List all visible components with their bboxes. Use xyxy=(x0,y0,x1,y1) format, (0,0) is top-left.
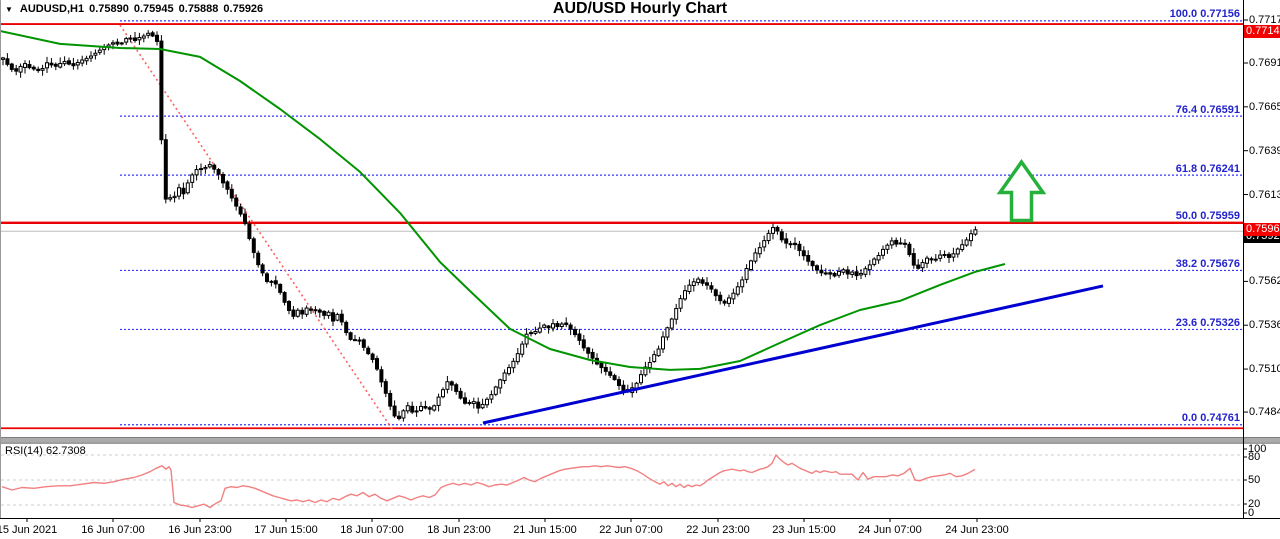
time-axis-label: 22 Jun 07:00 xyxy=(599,524,663,536)
price-tick-label: 0.76395 xyxy=(1249,144,1280,157)
price-tick-label: 0.76915 xyxy=(1249,57,1280,69)
fib-level-label: 23.6 0.75326 xyxy=(1175,316,1240,329)
chart-header: ▼ AUDUSD,H1 0.75890 0.75945 0.75888 0.75926 xyxy=(5,3,268,15)
high-value: 0.75945 xyxy=(133,3,174,15)
price-level-badge: 0.75967 xyxy=(1244,223,1280,237)
time-axis-label: 22 Jun 23:00 xyxy=(686,524,750,536)
time-axis-label: 23 Jun 15:00 xyxy=(772,524,836,536)
fib-level-label: 100.0 0.77156 xyxy=(1169,8,1240,21)
time-axis-label: 21 Jun 15:00 xyxy=(513,524,577,536)
rsi-tick-label: 50 xyxy=(1248,474,1261,486)
time-axis-label: 17 Jun 15:00 xyxy=(254,524,318,536)
pane-divider[interactable] xyxy=(0,437,1280,444)
price-tick-label: 0.76655 xyxy=(1249,100,1280,113)
time-axis-label: 24 Jun 07:00 xyxy=(858,524,922,536)
rsi-tick-label: 100 xyxy=(1248,443,1267,455)
up-arrow-annotation xyxy=(996,158,1047,223)
rsi-tick-label: 80 xyxy=(1248,451,1261,463)
time-axis-label: 16 Jun 07:00 xyxy=(81,524,145,536)
price-tick-label: 0.76135 xyxy=(1249,188,1280,201)
fib-level-label: 76.4 0.76591 xyxy=(1175,103,1240,116)
rsi-tick-label: 20 xyxy=(1248,498,1261,510)
open-value: 0.75890 xyxy=(89,3,129,15)
time-axis-label: 15 Jun 2021 xyxy=(0,524,58,536)
low-value: 0.75888 xyxy=(178,3,219,15)
rsi-tick-label: 0 xyxy=(1248,507,1255,519)
fib-level-label: 0.0 0.74761 xyxy=(1181,412,1240,425)
price-level-badge: 0.77146 xyxy=(1244,24,1280,38)
time-axis-label: 18 Jun 07:00 xyxy=(340,524,404,536)
fib-level-label: 61.8 0.76241 xyxy=(1175,162,1240,175)
fib-level-label: 50.0 0.75959 xyxy=(1175,210,1240,223)
rsi-pane[interactable] xyxy=(1,454,1243,509)
time-axis-label: 16 Jun 23:00 xyxy=(168,524,232,536)
price-tick-label: 0.74845 xyxy=(1249,406,1280,419)
symbol-timeframe-label: AUDUSD,H1 xyxy=(19,3,85,15)
rsi-indicator-label: RSI(14) 62.7308 xyxy=(5,445,86,457)
chart-dropdown-icon[interactable]: ▼ xyxy=(5,5,13,14)
time-axis-label: 18 Jun 23:00 xyxy=(427,524,491,536)
fib-level-label: 38.2 0.75676 xyxy=(1175,257,1240,270)
chart-title: AUD/USD Hourly Chart xyxy=(552,0,728,17)
main-pane[interactable] xyxy=(0,20,1243,430)
close-value: 0.75926 xyxy=(223,3,264,15)
time-axis-label: 24 Jun 23:00 xyxy=(945,524,1009,536)
